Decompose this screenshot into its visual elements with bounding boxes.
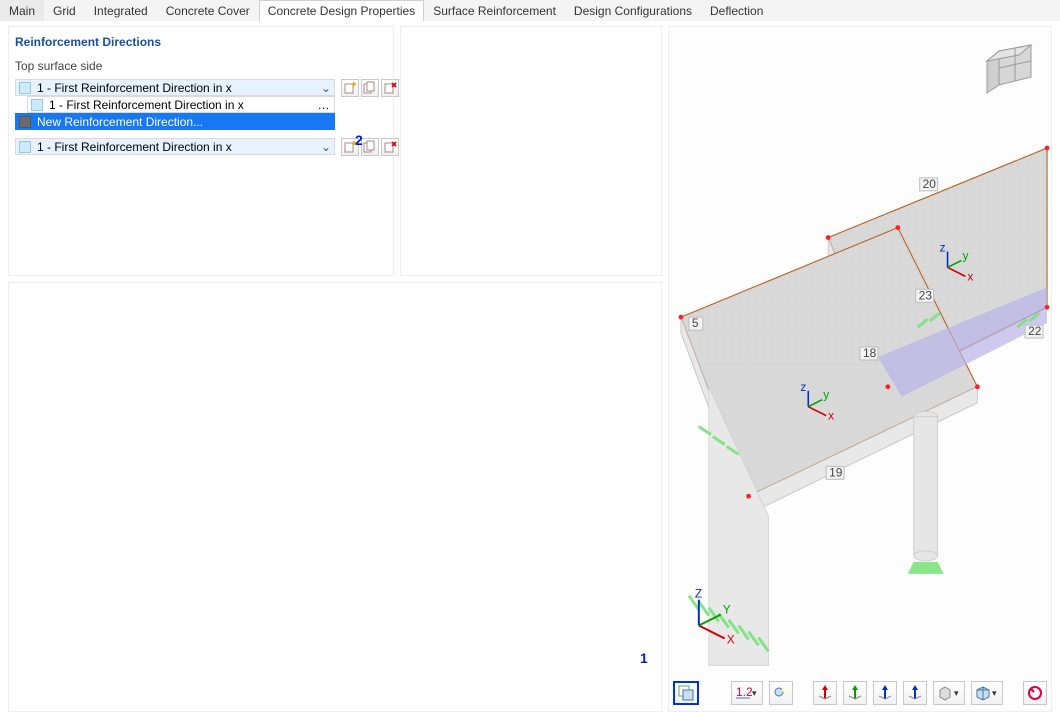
chevron-down-icon: ▾ [954,688,962,699]
svg-text:Z: Z [695,587,702,601]
reinforcement-directions-panel: Reinforcement Directions Top surface sid… [8,26,394,276]
tab-concrete-cover[interactable]: Concrete Cover [157,0,259,21]
direction-label: 1 - First Reinforcement Direction in x [49,98,314,112]
svg-text:z: z [940,241,946,255]
chevron-down-icon: ▾ [992,688,1000,699]
tab-design-configurations[interactable]: Design Configurations [565,0,701,21]
properties-aux-panel [400,26,662,276]
lower-detail-panel [8,282,662,712]
svg-text:x: x [967,269,973,283]
direction-color-chip [19,82,31,94]
viewport-toolbar: 1.2.3▾▾▾ [669,679,1047,707]
chevron-down-icon: ▾ [752,688,760,699]
tab-concrete-design-properties[interactable]: Concrete Design Properties [259,0,424,21]
chevron-down-icon: ⌄ [318,81,334,95]
view-lighting-button[interactable] [769,681,793,705]
svg-text:23: 23 [919,288,933,302]
svg-text:22: 22 [1028,324,1042,338]
reinforcement-direction-dropdown[interactable]: 1 - First Reinforcement Direction in x… [27,96,335,113]
svg-text:19: 19 [829,465,843,479]
tab-surface-reinforcement[interactable]: Surface Reinforcement [424,0,565,21]
tab-main[interactable]: Main [0,0,44,21]
view-render-mode-button[interactable]: ▾ [971,681,1003,705]
duplicate-button[interactable] [361,79,379,97]
direction-label: New Reinforcement Direction... [37,115,334,129]
duplicate-button[interactable] [361,138,379,156]
svg-text:X: X [727,632,735,646]
axis-neg-z-button[interactable] [903,681,927,705]
workspace: Reinforcement Directions Top surface sid… [0,22,1060,700]
view-iso-button[interactable]: ▾ [933,681,965,705]
svg-text:18: 18 [863,346,877,360]
axis-y-toggle-button[interactable] [843,681,867,705]
direction-color-chip [19,116,31,128]
axis-x-toggle-button[interactable] [813,681,837,705]
direction-color-chip [31,99,43,111]
tab-integrated[interactable]: Integrated [85,0,157,21]
svg-text:y: y [962,248,968,262]
direction-color-chip [19,141,31,153]
reinforcement-direction-dropdown[interactable]: 1 - First Reinforcement Direction in x⌄ [15,138,335,155]
tab-deflection[interactable]: Deflection [701,0,772,21]
svg-text:1.2.3: 1.2.3 [736,685,752,699]
model-viewport[interactable]: x y z x y z X Y Z [668,26,1052,712]
direction-label: 1 - First Reinforcement Direction in x [37,81,318,95]
show-section-properties-button[interactable] [673,681,699,705]
tab-strip: MainGridIntegratedConcrete CoverConcrete… [0,0,1060,22]
delete-button[interactable] [381,138,399,156]
svg-text:x: x [828,409,834,423]
reset-view-button[interactable] [1023,681,1047,705]
section-label-top-surface: Top surface side [9,59,393,79]
axis-z-toggle-button[interactable] [873,681,897,705]
model-render[interactable]: x y z x y z X Y Z [669,27,1051,667]
new-reinforcement-direction-option[interactable]: New Reinforcement Direction... [15,113,335,130]
direction-label: 1 - First Reinforcement Direction in x [37,140,318,154]
ellipsis-icon[interactable]: … [314,98,334,112]
view-dimensions-button[interactable]: 1.2.3▾ [731,681,763,705]
annotation-1: 1 [640,650,648,666]
annotation-2: 2 [355,132,363,148]
delete-button[interactable] [381,79,399,97]
svg-text:z: z [800,380,806,394]
svg-text:y: y [823,388,829,402]
tab-grid[interactable]: Grid [44,0,85,21]
new-button[interactable] [341,79,359,97]
navigation-cube[interactable] [979,35,1043,99]
chevron-down-icon: ⌄ [318,140,334,154]
svg-text:Y: Y [723,603,731,617]
svg-text:5: 5 [692,316,699,330]
svg-text:20: 20 [923,177,937,191]
reinforcement-direction-dropdown[interactable]: 1 - First Reinforcement Direction in x⌄ [15,79,335,96]
panel-title: Reinforcement Directions [9,27,393,59]
